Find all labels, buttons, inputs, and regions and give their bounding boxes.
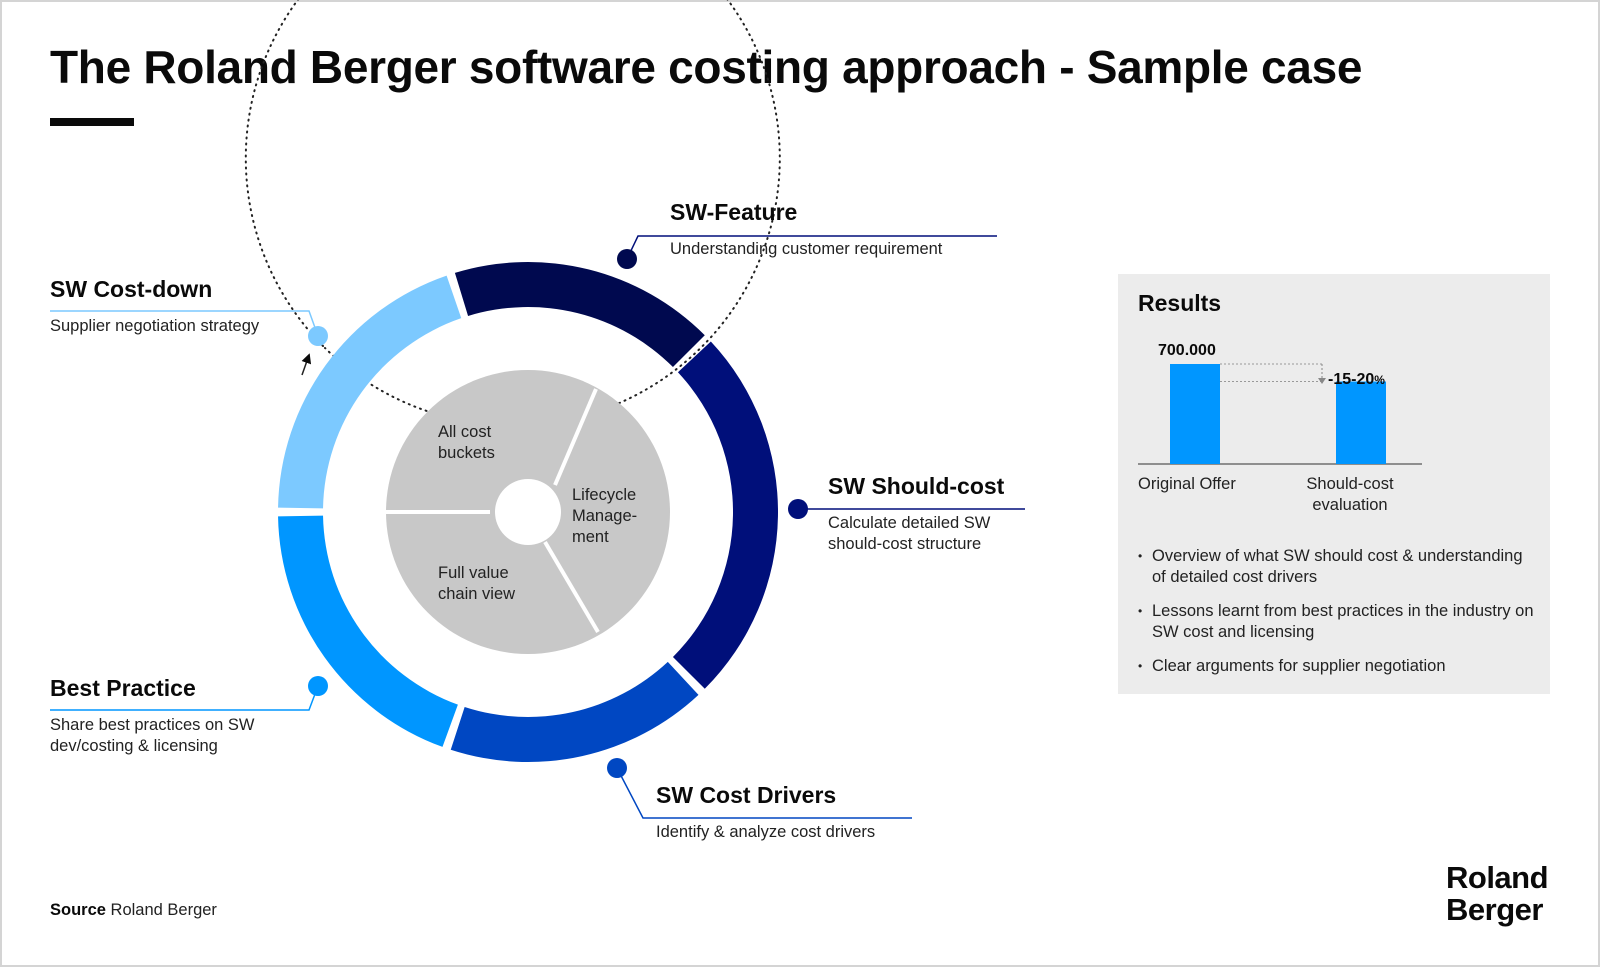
stage-desc-sw-feature: Understanding customer requirement [670,240,943,258]
bar-should-cost [1336,381,1386,464]
results-title: Results [1138,290,1222,316]
stage-title-sw-cost-drivers: SW Cost Drivers [656,782,837,808]
stage-dot-sw-cost-drivers [607,758,627,778]
logo-line-2: Berger [1446,892,1543,927]
category-label-original-offer: Original Offer [1138,475,1236,493]
source-label: Source [50,901,106,919]
stage-title-sw-cost-down: SW Cost-down [50,276,213,302]
callout-sw-should-cost: SW Should-cost Calculate detailed SW sho… [828,472,1038,555]
ring-segment-sw-feature [454,262,705,368]
source-note: Source Roland Berger [50,901,217,920]
callout-sw-cost-drivers: SW Cost Drivers Identify & analyze cost … [656,781,875,843]
ring-segment-sw-cost-down [278,275,462,509]
callout-sw-feature: SW-Feature Understanding customer requir… [670,198,942,260]
results-bar-chart [1138,363,1422,465]
leader-sw-cost-drivers [616,767,912,819]
ring-segment-sw-should-cost [672,341,779,689]
cycle-arrow [301,353,312,376]
inner-label-all-cost-buckets: All cost buckets [438,423,495,462]
reduction-unit: % [1374,373,1385,387]
source-value: Roland Berger [110,901,217,919]
stage-title-sw-feature: SW-Feature [670,199,798,225]
stage-dot-sw-should-cost [788,499,808,519]
results-panel: Results 700.000 -15-20% Original Offer S… [1118,274,1550,694]
results-bullet: Lessons learnt from best practices in th… [1138,601,1538,643]
stage-dot-sw-feature [617,249,637,269]
inner-divider-3 [543,540,600,634]
results-bullet-list: Overview of what SW should cost & unders… [1138,546,1538,690]
callout-best-practice: Best Practice Share best practices on SW… [50,674,310,757]
ring-segment-sw-cost-drivers [450,661,699,762]
ring-segment-best-practice [278,515,458,747]
stage-title-best-practice: Best Practice [50,675,196,701]
title-underline [50,118,134,126]
inner-label-lifecycle-management: Lifecycle Manage- ment [572,486,638,546]
inner-hub [495,479,561,545]
results-bullet: Overview of what SW should cost & unders… [1138,546,1538,588]
inner-divider-1 [553,388,598,486]
reduction-value: -15-20 [1328,371,1375,388]
results-bullet: Clear arguments for supplier negotiation [1138,656,1538,677]
logo-line-1: Roland [1446,860,1549,895]
roland-berger-logo: Roland Berger [1446,860,1549,927]
bar-value-original-offer: 700.000 [1158,342,1216,359]
stage-desc-sw-cost-down: Supplier negotiation strategy [50,317,260,335]
stage-desc-sw-should-cost: Calculate detailed SW should-cost struct… [828,514,991,553]
stage-desc-best-practice: Share best practices on SW dev/costing &… [50,716,255,755]
category-label-should-cost: Should-cost evaluation [1306,475,1394,514]
callout-sw-cost-down: SW Cost-down Supplier negotiation strate… [50,275,259,337]
stage-desc-sw-cost-drivers: Identify & analyze cost drivers [656,823,876,841]
stage-title-sw-should-cost: SW Should-cost [828,473,1005,499]
stage-dot-sw-cost-down [308,326,328,346]
reduction-label: -15-20% [1328,371,1385,389]
reduction-arrowhead [1318,378,1326,384]
inner-label-full-value-chain: Full value chain view [438,564,516,603]
bar-original-offer [1170,364,1220,464]
stage-dot-best-practice [308,676,328,696]
